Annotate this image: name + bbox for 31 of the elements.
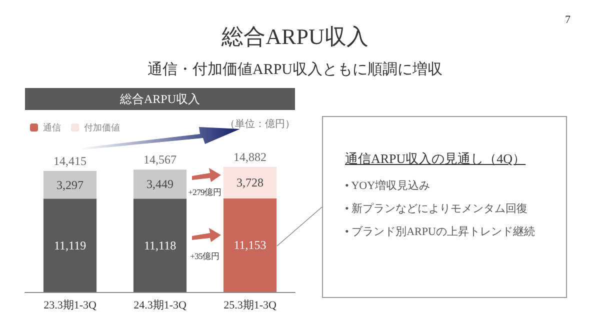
data-label: 11,118 <box>144 238 176 252</box>
bar <box>223 167 277 198</box>
data-label: 11,153 <box>234 238 266 252</box>
data-label: 11,119 <box>54 238 86 252</box>
bar <box>43 198 97 292</box>
annotation: +35億円 <box>189 251 221 263</box>
bar <box>133 170 187 199</box>
bar <box>223 198 277 292</box>
text: 通信ARPU収入の見通し（4Q） <box>345 150 526 168</box>
chart-title: 総合ARPU収入 <box>222 24 368 49</box>
text: • ブランド別ARPUの上昇トレンド継続 <box>345 224 536 239</box>
text: （単位：億円） <box>224 118 295 131</box>
text: 総合ARPU収入 <box>25 88 295 110</box>
text: • 新プランなどによりモメンタム回復 <box>345 202 529 216</box>
text: • YOY増収見込み <box>345 178 432 193</box>
x-tick-label: 25.3期1-3Q <box>224 300 276 312</box>
data-label: 3,449 <box>146 177 174 192</box>
x-tick-label: 24.3期1-3Q <box>134 300 186 312</box>
total-label: 14,415 <box>54 154 86 168</box>
bar <box>133 198 187 292</box>
bar <box>43 170 97 199</box>
chart-subtitle: 通信・付加価値ARPU収入ともに順調に増収 <box>146 60 444 79</box>
x-tick-label: 23.3期1-3Q <box>44 300 96 312</box>
data-label: 3,728 <box>236 176 264 190</box>
data-label: 3,297 <box>56 178 84 192</box>
legend-label: 付加価値 <box>84 122 120 132</box>
total-label: 14,882 <box>234 150 266 164</box>
text: 7 <box>565 14 570 26</box>
total-label: 14,567 <box>144 152 176 167</box>
annotation: +279億円 <box>187 187 223 199</box>
legend-label: 通信 <box>43 122 61 132</box>
